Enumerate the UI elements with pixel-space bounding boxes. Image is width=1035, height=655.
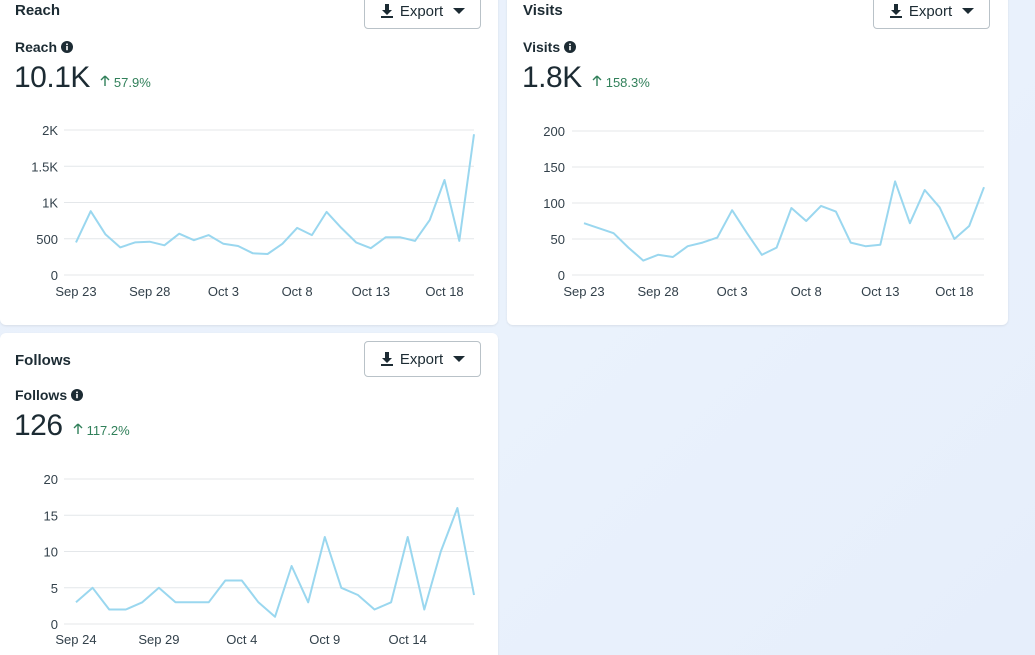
- follows-series-line: [75, 507, 475, 618]
- visits-x-tick-label: Oct 13: [861, 284, 899, 299]
- reach-metric-value: 10.1K 57.9%: [14, 61, 151, 95]
- reach-card: Reach Export Reach 10.1K 57.9% 0 500 1K 1.5…: [0, 0, 498, 325]
- visits-delta: 158.3%: [592, 75, 650, 90]
- follows-x-tick-label: Sep 29: [138, 632, 179, 647]
- visits-x-tick-label: Oct 8: [791, 284, 822, 299]
- visits-metric-label-text: Visits: [523, 39, 561, 55]
- follows-chart: 0 5 10 15 20 Sep 24 Sep 29 Oct 4 Oct 9 Oct 14: [44, 472, 475, 647]
- reach-card-title: Reach: [15, 2, 61, 19]
- follows-metric-value: 126 117.2%: [14, 409, 130, 443]
- follows-x-tick-label: Sep 24: [55, 632, 96, 647]
- follows-x-tick-label: Oct 4: [226, 632, 257, 647]
- visits-card-title: Visits: [523, 2, 563, 19]
- follows-x-tick-label: Oct 14: [389, 632, 427, 647]
- arrow-up-icon: [592, 75, 602, 86]
- follows-y-tick-label: 10: [44, 545, 58, 560]
- caret-down-icon: [453, 356, 466, 362]
- follows-card: Follows Export Follows 126 117.2% 0 5 10 15…: [0, 333, 498, 655]
- reach-export-label: Export: [399, 2, 444, 20]
- visits-y-tick-label: 100: [543, 196, 565, 211]
- reach-x-tick-label: Oct 18: [425, 284, 463, 299]
- reach-delta: 57.9%: [100, 75, 151, 90]
- visits-card: Visits Export Visits 1.8K 158.3% 0 50 100 1…: [507, 0, 1008, 325]
- arrow-up-icon: [100, 75, 110, 86]
- reach-total: 10.1K: [14, 61, 90, 94]
- visits-export-label: Export: [908, 2, 953, 20]
- follows-export-button[interactable]: Export: [364, 341, 481, 377]
- visits-x-tick-label: Sep 28: [637, 284, 678, 299]
- info-icon[interactable]: [61, 41, 74, 53]
- visits-x-tick-label: Oct 3: [717, 284, 748, 299]
- reach-delta-value: 57.9%: [113, 75, 151, 90]
- reach-y-tick-label: 2K: [42, 123, 58, 138]
- reach-export-button[interactable]: Export: [364, 0, 481, 29]
- reach-y-tick-label: 500: [36, 232, 58, 247]
- reach-metric-label: Reach: [15, 39, 74, 55]
- reach-chart: 0 500 1K 1.5K 2K Sep 23 Sep 28 Oct 3 Oct 8 Oct 13…: [31, 123, 475, 299]
- reach-x-tick-label: Oct 3: [208, 284, 239, 299]
- follows-x-tick-label: Oct 9: [309, 632, 340, 647]
- follows-export-label: Export: [399, 350, 444, 368]
- follows-y-tick-label: 5: [51, 581, 58, 596]
- reach-x-tick-label: Sep 28: [129, 284, 170, 299]
- reach-x-tick-label: Sep 23: [55, 284, 96, 299]
- download-icon: [889, 4, 902, 18]
- visits-y-tick-label: 50: [551, 232, 565, 247]
- reach-y-tick-label: 1K: [42, 196, 58, 211]
- reach-metric-label-text: Reach: [15, 39, 58, 55]
- caret-down-icon: [962, 8, 975, 14]
- visits-export-button[interactable]: Export: [873, 0, 990, 29]
- download-icon: [380, 352, 393, 366]
- follows-delta-value: 117.2%: [86, 423, 130, 438]
- follows-card-title: Follows: [15, 352, 71, 369]
- visits-series-line: [583, 180, 985, 262]
- info-icon[interactable]: [71, 389, 84, 401]
- reach-series-line: [75, 134, 475, 255]
- visits-y-tick-label: 0: [558, 268, 565, 283]
- follows-delta: 117.2%: [73, 423, 130, 438]
- visits-metric-value: 1.8K 158.3%: [522, 61, 650, 95]
- arrow-up-icon: [73, 423, 83, 434]
- visits-total: 1.8K: [522, 61, 582, 94]
- follows-y-tick-label: 20: [44, 472, 58, 487]
- visits-x-tick-label: Sep 23: [563, 284, 604, 299]
- follows-y-tick-label: 0: [51, 617, 58, 632]
- visits-y-tick-label: 200: [543, 124, 565, 139]
- follows-total: 126: [14, 409, 63, 442]
- reach-x-tick-label: Oct 8: [282, 284, 313, 299]
- reach-x-tick-label: Oct 13: [352, 284, 390, 299]
- visits-chart: 0 50 100 150 200 Sep 23 Sep 28 Oct 3 Oct 8 Oct 13…: [543, 124, 985, 299]
- info-icon[interactable]: [564, 41, 577, 53]
- follows-y-tick-label: 15: [44, 508, 58, 523]
- download-icon: [380, 4, 393, 18]
- reach-y-tick-label: 1.5K: [31, 159, 58, 174]
- follows-metric-label: Follows: [15, 387, 84, 403]
- caret-down-icon: [453, 8, 466, 14]
- follows-metric-label-text: Follows: [15, 387, 68, 403]
- reach-y-tick-label: 0: [51, 268, 58, 283]
- visits-x-tick-label: Oct 18: [935, 284, 973, 299]
- visits-metric-label: Visits: [523, 39, 577, 55]
- visits-y-tick-label: 150: [543, 160, 565, 175]
- visits-delta-value: 158.3%: [605, 75, 650, 90]
